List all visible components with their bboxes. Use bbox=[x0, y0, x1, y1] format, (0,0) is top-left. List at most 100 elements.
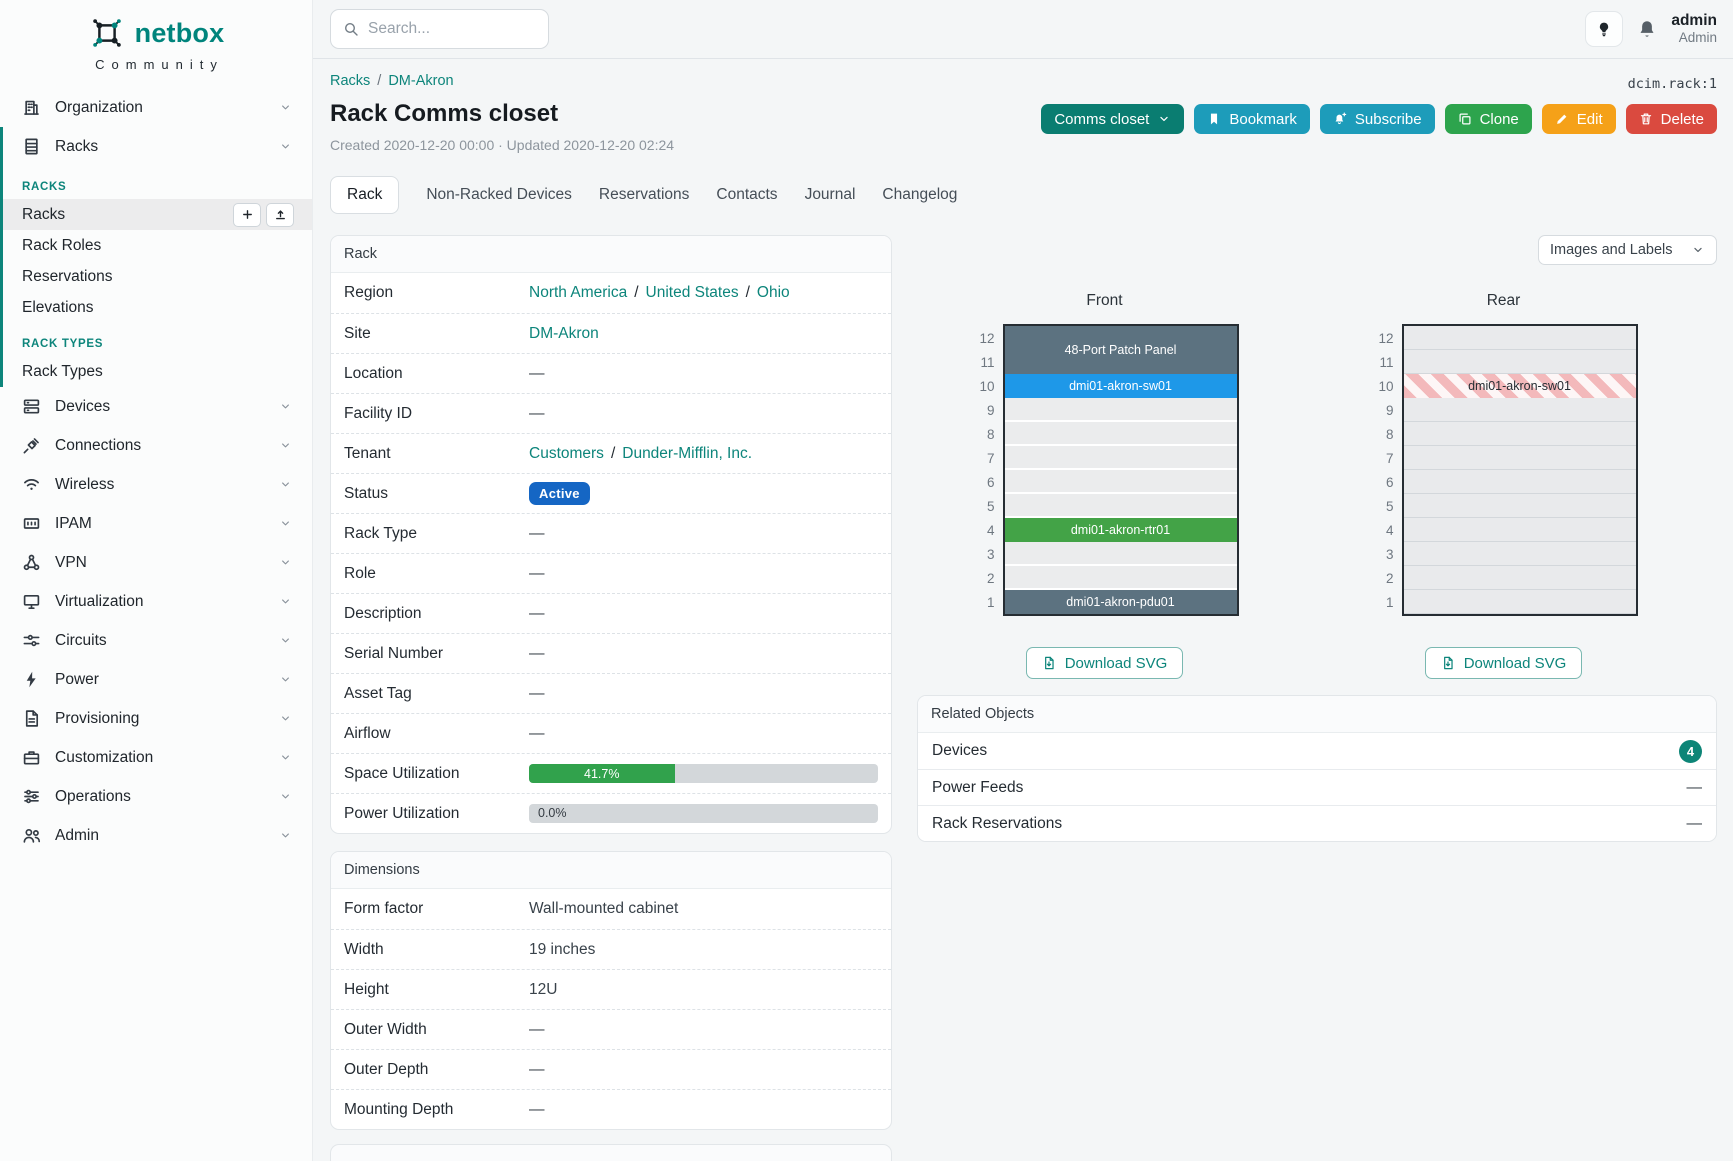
file-icon bbox=[1441, 656, 1455, 670]
chevron-down-icon bbox=[279, 595, 292, 608]
tab-reservations[interactable]: Reservations bbox=[598, 186, 690, 203]
comms-closet-group-button[interactable]: Comms closet bbox=[1041, 104, 1185, 134]
sidebar-item-racks[interactable]: Racks bbox=[3, 199, 312, 230]
attr-value: — bbox=[529, 605, 878, 623]
sidebar-item-customization[interactable]: Customization bbox=[0, 738, 312, 777]
breadcrumb-link-site[interactable]: DM-Akron bbox=[388, 73, 454, 89]
clone-icon bbox=[1458, 112, 1472, 126]
sidebar-item-operations[interactable]: Operations bbox=[0, 777, 312, 816]
search-input[interactable] bbox=[368, 20, 536, 38]
unit-number: 5 bbox=[1385, 498, 1394, 514]
related-row-devices[interactable]: Devices 4 bbox=[918, 733, 1716, 769]
breadcrumb-link-racks[interactable]: Racks bbox=[330, 73, 371, 89]
attr-label: Description bbox=[344, 604, 422, 622]
devices-icon bbox=[22, 397, 41, 416]
sidebar-item-label: Elevations bbox=[22, 298, 94, 316]
upload-button[interactable] bbox=[266, 202, 294, 227]
link-ohio[interactable]: Ohio bbox=[756, 284, 790, 301]
user-menu[interactable]: admin Admin bbox=[1671, 12, 1717, 47]
rack-frame-front: 48-Port Patch Panel dmi01-akron-sw01 dmi01… bbox=[1002, 324, 1239, 616]
attr-row-asset-tag: Asset Tag — bbox=[331, 673, 891, 713]
sidebar-item-vpn[interactable]: VPN bbox=[0, 543, 312, 582]
notifications-bell-icon[interactable] bbox=[1637, 19, 1657, 39]
tab-non-racked-devices[interactable]: Non-Racked Devices bbox=[426, 186, 572, 203]
sidebar-item-devices[interactable]: Devices bbox=[0, 387, 312, 426]
rack-device-dmi01-akron-rtr01[interactable]: dmi01-akron-rtr01 bbox=[1004, 518, 1237, 542]
download-svg-button-rear[interactable]: Download SVG bbox=[1424, 647, 1583, 679]
rack-device-dmi01-akron-pdu01[interactable]: dmi01-akron-pdu01 bbox=[1004, 590, 1237, 614]
sidebar-item-elevations[interactable]: Elevations bbox=[3, 292, 312, 323]
attr-text-value: — bbox=[529, 404, 545, 422]
link-united-states[interactable]: United States bbox=[645, 284, 739, 301]
rack-device-dmi01-akron-sw01[interactable]: dmi01-akron-sw01 bbox=[1004, 374, 1237, 398]
tab-changelog[interactable]: Changelog bbox=[882, 186, 958, 203]
chevron-down-icon bbox=[279, 790, 292, 803]
attr-text-value: — bbox=[529, 1020, 545, 1038]
elevation-view-select[interactable]: Images and Labels bbox=[1538, 235, 1717, 265]
sidebar-item-connections[interactable]: Connections bbox=[0, 426, 312, 465]
sidebar: netbox Community Organization Racks RACKS R… bbox=[0, 0, 313, 1161]
sidebar-item-organization[interactable]: Organization bbox=[0, 88, 312, 127]
topbar: admin Admin bbox=[313, 0, 1733, 59]
link-dunder-mifflin-inc[interactable]: Dunder-Mifflin, Inc. bbox=[622, 444, 753, 462]
sidebar-item-virtualization[interactable]: Virtualization bbox=[0, 582, 312, 621]
plus-button[interactable] bbox=[233, 202, 261, 227]
rack-slot bbox=[1004, 494, 1237, 518]
sidebar-item-reservations[interactable]: Reservations bbox=[3, 261, 312, 292]
sidebar-item-provisioning[interactable]: Provisioning bbox=[0, 699, 312, 738]
download-svg-button-front[interactable]: Download SVG bbox=[1025, 647, 1184, 679]
sidebar-section-title: RACKS bbox=[22, 181, 67, 193]
subscribe-button[interactable]: Subscribe bbox=[1319, 104, 1435, 134]
rack-slot bbox=[1004, 398, 1237, 422]
link-customers[interactable]: Customers bbox=[529, 444, 604, 462]
rack-device-48-port-patch-panel[interactable]: 48-Port Patch Panel bbox=[1004, 326, 1237, 374]
tab-rack[interactable]: Rack bbox=[330, 176, 400, 214]
rack-device-dmi01-akron-sw01[interactable]: dmi01-akron-sw01 bbox=[1403, 374, 1636, 398]
attr-label: Status bbox=[344, 484, 388, 502]
related-row-power-feeds[interactable]: Power Feeds — bbox=[918, 769, 1716, 805]
sidebar-item-label: Virtualization bbox=[55, 592, 144, 610]
link-north-america[interactable]: North America bbox=[529, 284, 628, 301]
bookmark-button[interactable]: Bookmark bbox=[1194, 104, 1310, 134]
attr-label: Tenant bbox=[344, 444, 391, 462]
virtualization-icon bbox=[22, 592, 41, 611]
link-dm-akron[interactable]: DM-Akron bbox=[529, 324, 599, 342]
edit-button[interactable]: Edit bbox=[1541, 104, 1616, 134]
tab-journal[interactable]: Journal bbox=[804, 186, 856, 203]
tab-contacts[interactable]: Contacts bbox=[716, 186, 778, 203]
sidebar-item-rack-roles[interactable]: Rack Roles bbox=[3, 230, 312, 261]
sidebar-item-label: Provisioning bbox=[55, 709, 140, 727]
attr-label: Rack Type bbox=[344, 524, 417, 542]
brand-name: netbox bbox=[134, 17, 225, 48]
attr-value: 12U bbox=[529, 981, 878, 999]
rack-slot bbox=[1403, 566, 1636, 590]
search-box[interactable] bbox=[330, 9, 549, 49]
related-row-rack-reservations[interactable]: Rack Reservations — bbox=[918, 805, 1716, 841]
sidebar-item-circuits[interactable]: Circuits bbox=[0, 621, 312, 660]
sidebar-item-racks[interactable]: Racks bbox=[3, 127, 312, 166]
attr-text-value: — bbox=[529, 564, 545, 582]
rack-slot bbox=[1403, 470, 1636, 494]
attr-text-value: — bbox=[529, 604, 545, 622]
link-separator: / bbox=[634, 284, 639, 301]
attr-row-mounting-depth: Mounting Depth — bbox=[331, 1089, 891, 1129]
delete-button[interactable]: Delete bbox=[1625, 104, 1717, 134]
sidebar-item-ipam[interactable]: IPAM bbox=[0, 504, 312, 543]
attr-row-airflow: Airflow — bbox=[331, 713, 891, 753]
sidebar-item-wireless[interactable]: Wireless bbox=[0, 465, 312, 504]
clone-button[interactable]: Clone bbox=[1444, 104, 1532, 134]
download-svg-label: Download SVG bbox=[1064, 654, 1168, 672]
attr-label: Facility ID bbox=[344, 404, 413, 422]
lightbulb-icon bbox=[1596, 21, 1612, 37]
chevron-down-icon bbox=[279, 556, 292, 569]
sidebar-item-power[interactable]: Power bbox=[0, 660, 312, 699]
unit-number: 12 bbox=[979, 330, 995, 346]
attr-row-outer-depth: Outer Depth — bbox=[331, 1049, 891, 1089]
theme-toggle-button[interactable] bbox=[1585, 11, 1624, 47]
netbox-brand[interactable]: netbox Community bbox=[0, 0, 312, 72]
status-badge: Active bbox=[529, 482, 590, 505]
rack-slot bbox=[1403, 446, 1636, 470]
operations-icon bbox=[22, 787, 41, 806]
sidebar-item-admin[interactable]: Admin bbox=[0, 816, 312, 855]
sidebar-item-rack-types[interactable]: Rack Types bbox=[3, 356, 312, 387]
